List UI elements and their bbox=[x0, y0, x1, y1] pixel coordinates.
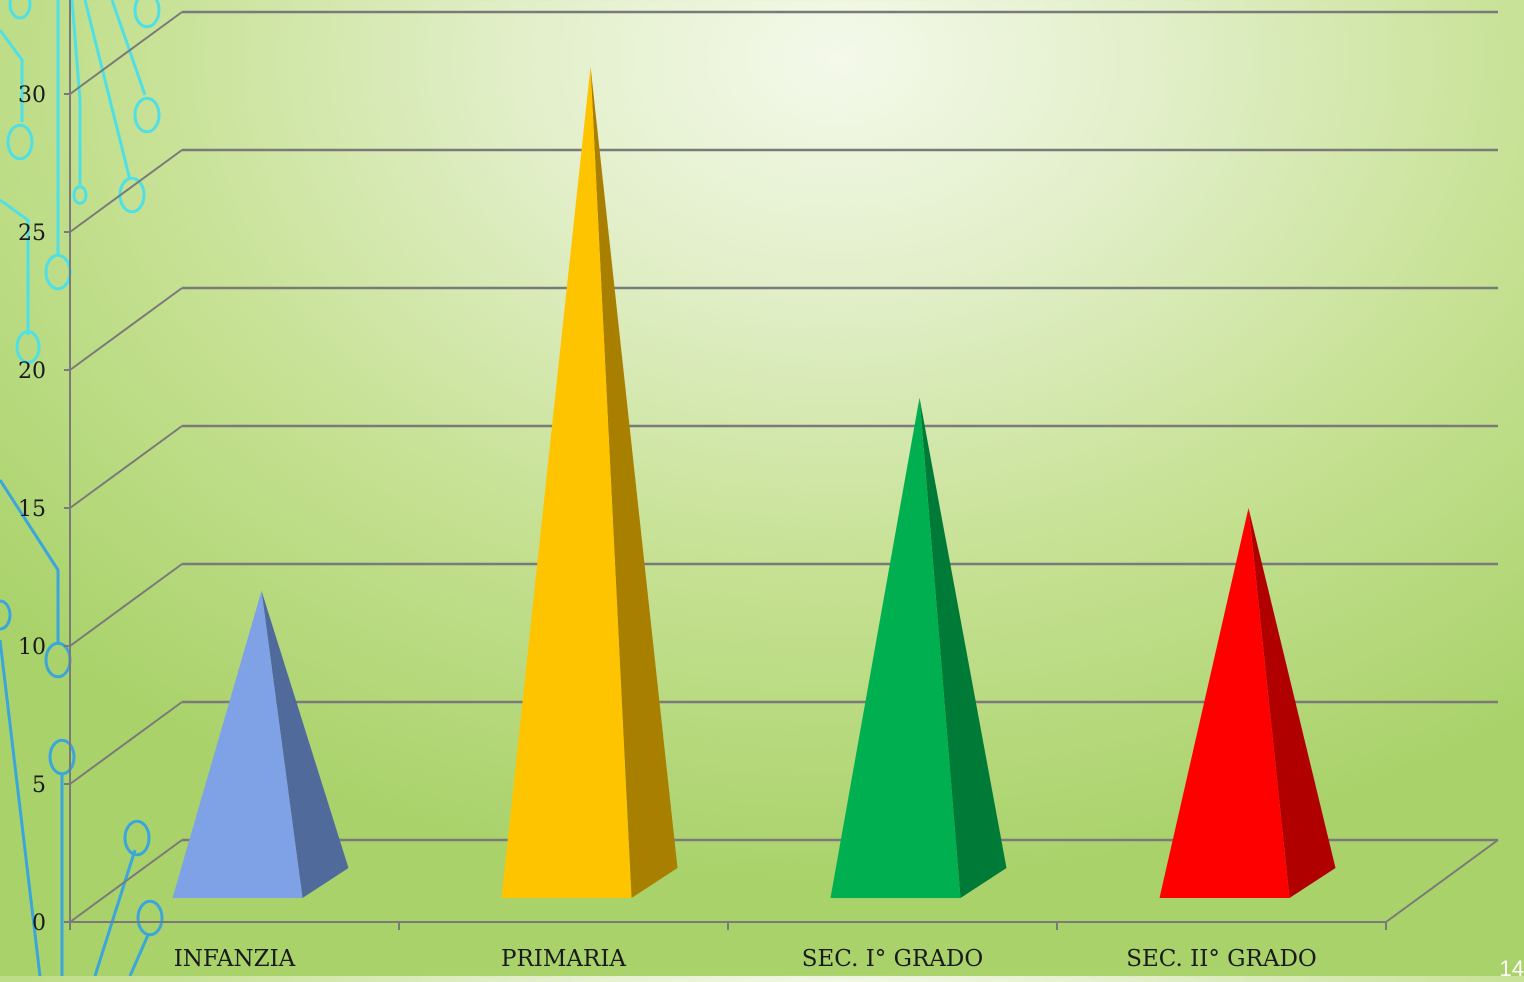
circuit-trace bbox=[83, 0, 132, 181]
circuit-node bbox=[123, 819, 151, 857]
gridline-depth bbox=[69, 563, 183, 647]
pyramid-bar-1 bbox=[172, 590, 303, 898]
circuit-node bbox=[133, 0, 161, 29]
x-category-labels: INFANZIA PRIMARIA SEC. I° GRADO SEC. II° GR… bbox=[174, 946, 1317, 972]
circuit-trace bbox=[128, 934, 150, 976]
pyramid-bars bbox=[172, 66, 1336, 898]
circuit-trace bbox=[0, 198, 30, 335]
floor-right-edge bbox=[1385, 839, 1499, 923]
page-number: 14 bbox=[1499, 956, 1524, 981]
y-tick-label: 15 bbox=[18, 497, 46, 522]
y-tick-labels: 0 5 10 15 20 25 30 bbox=[18, 83, 70, 936]
y-tick-label: 25 bbox=[18, 221, 46, 246]
pyramid-bar-4 bbox=[1159, 508, 1290, 898]
circuit-trace bbox=[0, 479, 60, 645]
pyramid-side-3 bbox=[919, 397, 1007, 898]
x-category-label: PRIMARIA bbox=[501, 946, 626, 972]
circuit-node bbox=[133, 96, 161, 134]
y-tick-label: 10 bbox=[18, 635, 46, 660]
pyramid-side-1 bbox=[261, 590, 349, 898]
circuit-trace bbox=[70, 0, 82, 185]
x-category-label: SEC. I° GRADO bbox=[802, 946, 983, 972]
circuit-trace bbox=[0, 29, 24, 122]
circuit-node bbox=[6, 123, 34, 161]
gridline-depth bbox=[69, 287, 183, 371]
y-tick-label: 0 bbox=[32, 911, 46, 936]
circuit-node bbox=[48, 738, 76, 776]
gridline-depth bbox=[69, 839, 183, 923]
circuit-node bbox=[0, 599, 12, 631]
circuit-trace bbox=[110, 0, 147, 96]
circuit-node bbox=[15, 330, 41, 364]
circuit-node bbox=[8, 0, 32, 20]
pyramid-bar-2 bbox=[501, 66, 632, 898]
circuit-node bbox=[118, 176, 146, 214]
circuit-trace bbox=[93, 849, 137, 976]
x-category-label: INFANZIA bbox=[174, 946, 296, 972]
circuit-node bbox=[136, 899, 164, 937]
pyramid-bar-3 bbox=[830, 397, 961, 898]
chart-floor bbox=[69, 839, 1499, 930]
gridline-depth bbox=[69, 149, 183, 233]
circuit-decoration bbox=[0, 0, 164, 976]
gridline-depth bbox=[69, 11, 183, 95]
gridline-depth bbox=[69, 425, 183, 509]
pyramid-side-4 bbox=[1248, 508, 1336, 898]
circuit-node bbox=[72, 185, 88, 205]
circuit-node bbox=[44, 253, 72, 291]
y-tick-label: 20 bbox=[18, 359, 46, 384]
y-tick-label: 5 bbox=[32, 773, 46, 798]
pyramid-side-2 bbox=[590, 66, 678, 898]
x-category-label: SEC. II° GRADO bbox=[1126, 946, 1317, 972]
y-tick-label: 30 bbox=[18, 83, 46, 108]
circuit-trace bbox=[0, 639, 42, 976]
circuit-node bbox=[44, 641, 72, 679]
gridline-depth bbox=[69, 701, 183, 785]
